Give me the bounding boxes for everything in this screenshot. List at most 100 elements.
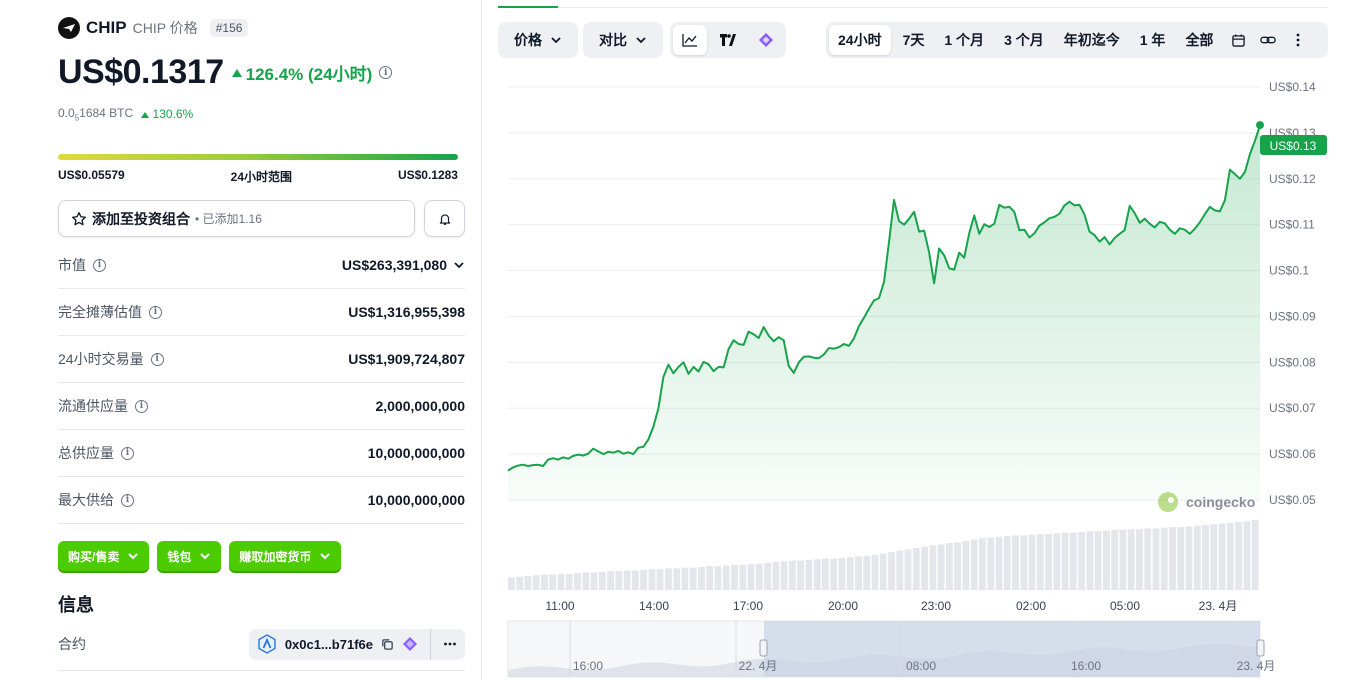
- active-tab-indicator: [498, 6, 558, 8]
- y-tick-label: US$0.12: [1269, 172, 1316, 186]
- volume-bar: [607, 571, 614, 590]
- chevron-down-icon: [551, 37, 561, 44]
- volume-bar: [1086, 531, 1094, 590]
- stat-label: 24小时交易量 i: [58, 349, 164, 369]
- link-icon: [1260, 36, 1277, 44]
- info-icon[interactable]: i: [149, 305, 162, 319]
- copy-icon[interactable]: [381, 638, 394, 651]
- market-cap-value: US$263,391,080: [341, 257, 447, 273]
- volume-bar: [1111, 529, 1119, 590]
- range-ytd[interactable]: 年初迄今: [1063, 32, 1120, 48]
- calendar-button[interactable]: [1223, 25, 1253, 55]
- range-24h[interactable]: 24小时: [829, 25, 891, 55]
- y-tick-label: US$0.05: [1269, 493, 1316, 507]
- onchain-button[interactable]: [749, 25, 783, 55]
- volume-bar: [813, 559, 821, 590]
- stat-row-total-supply: 总供应量 i 10,000,000,000: [58, 430, 465, 477]
- circulating-supply-value: 2,000,000,000: [375, 398, 465, 414]
- volume-bar: [681, 567, 689, 590]
- volume-bar: [1152, 528, 1160, 590]
- volume-bar: [565, 573, 573, 590]
- contract-address: 0x0c1...b71f6e: [284, 636, 373, 652]
- navigator-selected-window[interactable]: [764, 621, 1260, 677]
- current-price: US$0.1317: [58, 53, 224, 91]
- coin-info-panel: CHIP CHIP 价格 #156 US$0.1317 126.4% (24小时…: [58, 0, 465, 680]
- stat-row-max-supply: 最大供给 i 10,000,000,000: [58, 477, 465, 524]
- info-icon[interactable]: i: [150, 352, 164, 366]
- range-1m[interactable]: 1 个月: [944, 32, 985, 48]
- range-3m[interactable]: 3 个月: [1004, 32, 1044, 48]
- x-tick-label: 11:00: [545, 599, 574, 613]
- volume-bar: [789, 560, 796, 590]
- info-icon[interactable]: i: [379, 66, 393, 79]
- volume-bar: [689, 567, 697, 590]
- add-to-portfolio-button[interactable]: 添加至投资组合 • 已添加1.16: [58, 200, 415, 237]
- volume-bars: [508, 520, 1259, 590]
- volume-bar: [656, 569, 664, 590]
- volume-bar: [896, 550, 904, 590]
- volume-bar: [1160, 527, 1168, 590]
- volume-bar: [1210, 524, 1218, 590]
- volume-bar: [1235, 522, 1242, 590]
- volume-bar: [1020, 535, 1028, 590]
- info-icon[interactable]: i: [135, 399, 148, 413]
- range-high: US$0.1283: [397, 168, 458, 182]
- x-tick-label: 23:00: [921, 599, 951, 613]
- tradingview-button[interactable]: [711, 25, 745, 55]
- info-icon[interactable]: i: [121, 446, 134, 460]
- volume-bar: [946, 543, 953, 590]
- navigator-right-handle[interactable]: [1256, 639, 1265, 657]
- volume-bar: [615, 571, 623, 590]
- range-1y[interactable]: 1 年: [1139, 32, 1166, 48]
- btc-price-prefix: 0.0: [58, 106, 75, 120]
- info-icon[interactable]: i: [121, 493, 134, 507]
- volume-bar: [797, 560, 804, 590]
- compare-dropdown[interactable]: 对比: [583, 22, 663, 58]
- total-supply-value: 10,000,000,000: [367, 445, 465, 461]
- x-tick-label: 20:00: [828, 599, 858, 613]
- volume-bar: [1061, 532, 1069, 590]
- action-buttons: 购买/售卖 钱包 赚取加密货币: [58, 541, 342, 571]
- share-link-button[interactable]: [1253, 25, 1283, 55]
- navigator-left-handle[interactable]: [759, 639, 768, 657]
- circulating-supply-label: 流通供应量: [58, 398, 128, 414]
- volume-bar: [995, 536, 1003, 590]
- price-alert-button[interactable]: [424, 200, 465, 237]
- y-tick-label: US$0.07: [1269, 401, 1316, 415]
- range-navigator[interactable]: 16:00 22. 4月 08:00 16:00 23. 4月: [507, 620, 1275, 678]
- chevron-down-icon[interactable]: [453, 259, 465, 271]
- buy-sell-button[interactable]: 购买/售卖: [58, 541, 150, 571]
- buy-sell-label: 购买/售卖: [68, 549, 120, 564]
- price-chart[interactable]: US$0.14 US$0.13 US$0.12 US$0.11 US$0.1 US$0.0…: [498, 70, 1330, 678]
- wallet-button[interactable]: 钱包: [157, 541, 222, 571]
- volume-bar: [557, 573, 565, 590]
- stat-row-market-cap[interactable]: 市值 i US$263,391,080: [58, 242, 465, 289]
- range-all[interactable]: 全部: [1185, 32, 1214, 48]
- price-dropdown[interactable]: 价格: [498, 22, 578, 58]
- info-icon[interactable]: i: [93, 258, 106, 272]
- current-price-label: US$0.13: [1270, 139, 1317, 153]
- earn-crypto-button[interactable]: 赚取加密货币: [229, 541, 342, 571]
- line-chart-button[interactable]: [673, 25, 707, 55]
- volume-bar: [623, 570, 631, 590]
- coin-symbol: CHIP: [86, 18, 127, 37]
- more-options-button[interactable]: [1283, 25, 1313, 55]
- range-7d[interactable]: 7天: [902, 32, 925, 48]
- stat-label: 市值 i: [58, 255, 106, 275]
- btc-price-row: 0.051684 BTC 130.6%: [58, 106, 193, 122]
- volume-bar: [772, 562, 780, 590]
- volume-bar: [929, 545, 937, 590]
- chevron-down-icon: [200, 553, 211, 560]
- y-tick-label: US$0.14: [1269, 80, 1316, 94]
- triangle-up-icon: [141, 112, 150, 119]
- y-tick-label: US$0.08: [1269, 355, 1316, 369]
- watermark-text: coingecko: [1186, 494, 1255, 510]
- more-horizontal-icon[interactable]: [443, 637, 457, 651]
- price-area-fill: [508, 125, 1260, 500]
- btc-change-text: 130.6%: [152, 107, 194, 122]
- compare-dropdown-label: 对比: [599, 32, 627, 48]
- stat-row-volume: 24小时交易量 i US$1,909,724,807: [58, 336, 465, 383]
- metamask-icon[interactable]: [402, 636, 418, 652]
- volume-bar: [1036, 534, 1044, 590]
- contract-address-pill[interactable]: 0x0c1...b71f6e: [248, 628, 465, 660]
